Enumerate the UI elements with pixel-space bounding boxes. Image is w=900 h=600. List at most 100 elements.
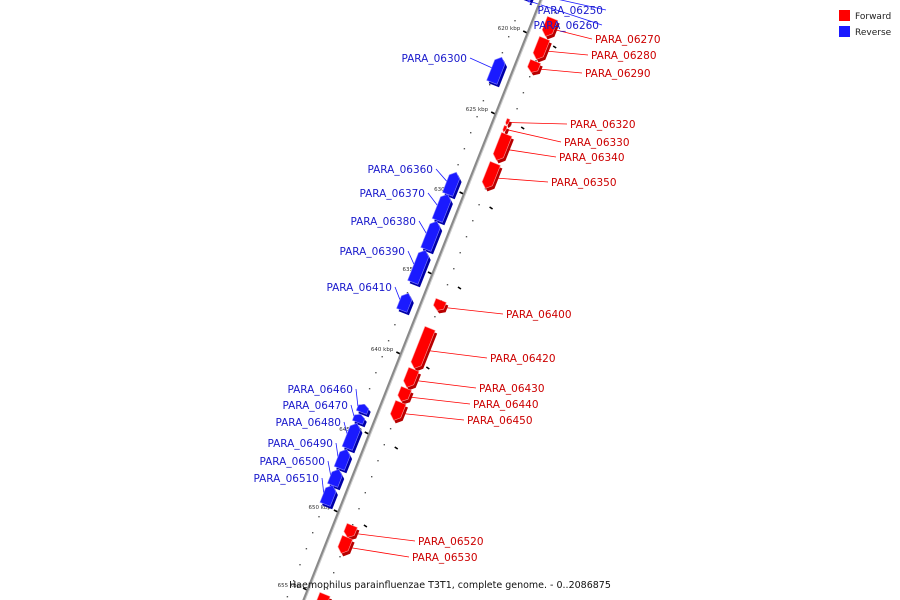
gene-label[interactable]: PARA_06480 — [275, 417, 341, 429]
leader-line — [444, 307, 504, 315]
leader-line — [418, 220, 427, 234]
gene-arrow-PARA_06280[interactable] — [532, 36, 551, 60]
gene-arrow-PARA_06340[interactable] — [492, 132, 513, 161]
legend-forward[interactable]: Forward — [839, 10, 891, 22]
gene-label[interactable]: PARA_06350 — [551, 177, 617, 189]
minor-tick — [520, 126, 525, 130]
gene-label[interactable]: PARA_06260 — [533, 20, 599, 32]
gene-label[interactable]: PARA_06450 — [467, 415, 533, 427]
gene-label[interactable]: PARA_06440 — [473, 399, 539, 411]
gene-arrow-PARA_06430[interactable] — [403, 367, 420, 388]
gene-arrow-PARA_06450[interactable] — [390, 400, 407, 421]
gene-label[interactable]: PARA_06530 — [412, 552, 478, 564]
scale-dot — [457, 164, 459, 166]
gene-label[interactable]: PARA_06390 — [339, 246, 405, 258]
gene-arrow-PARA_06320[interactable] — [505, 118, 511, 126]
gene-label[interactable]: PARA_06250 — [537, 5, 603, 17]
gene-arrow-PARA_06290[interactable] — [527, 59, 542, 73]
leader-line — [349, 547, 410, 558]
legend: Forward Reverse — [839, 10, 892, 38]
leader-line — [407, 250, 415, 265]
tick-mark — [333, 509, 339, 513]
scale-dot — [383, 444, 385, 446]
gene-label[interactable]: PARA_06420 — [490, 353, 556, 365]
scale-dot — [463, 148, 466, 150]
leader-line — [427, 192, 438, 206]
gene-label[interactable]: PARA_06510 — [253, 473, 319, 485]
gene-arrow-tail[interactable] — [315, 592, 331, 600]
genome-backbone — [302, 0, 543, 600]
leader-line — [335, 442, 339, 457]
gene-labels: PARA_06250 PARA_06260 PARA_06270 PARA_06280… — [253, 5, 660, 564]
leader-line — [350, 404, 355, 417]
tick-label: 620 kbp — [498, 26, 521, 32]
scale-dot — [482, 100, 485, 102]
leader-line — [469, 57, 492, 69]
leader-line — [505, 129, 562, 143]
leader-line — [427, 350, 488, 359]
gene-label[interactable]: PARA_06410 — [326, 282, 392, 294]
backbone-line — [302, 0, 543, 600]
leader-line — [321, 477, 325, 493]
gene-arrow-PARA_06390[interactable] — [407, 249, 430, 285]
scale-dot — [453, 268, 455, 270]
tick-mark — [364, 431, 370, 435]
gene-label[interactable]: PARA_06360 — [367, 164, 433, 176]
gene-arrow-PARA_06490[interactable] — [333, 448, 351, 471]
gene-label[interactable]: PARA_06400 — [506, 309, 572, 321]
gene-arrow-PARA_06470[interactable] — [352, 413, 366, 425]
gene-label[interactable]: PARA_06520 — [418, 536, 484, 548]
tick-label: 655 kbp — [278, 583, 301, 589]
scale-dot — [459, 252, 461, 254]
scale-dot — [516, 108, 518, 110]
gene-arrow-PARA_06380[interactable] — [420, 220, 441, 252]
gene-label[interactable]: PARA_06380 — [350, 216, 416, 228]
gene-arrow-PARA_06440[interactable] — [397, 386, 412, 402]
gene-arrow-PARA_06520[interactable] — [343, 523, 358, 538]
gene-label[interactable]: PARA_06320 — [570, 119, 636, 131]
gene-arrow-PARA_06530[interactable] — [337, 535, 353, 554]
minor-tick — [457, 286, 462, 290]
gene-label[interactable]: PARA_06270 — [595, 34, 661, 46]
gene-label[interactable]: PARA_06460 — [287, 384, 353, 396]
leader-line — [545, 50, 589, 56]
leader-line — [554, 29, 593, 40]
gene-arrow-PARA_06350[interactable] — [481, 161, 501, 189]
gene-arrow-PARA_06410[interactable] — [396, 292, 413, 313]
scale-dot — [394, 324, 396, 326]
gene-label[interactable]: PARA_06500 — [259, 456, 325, 468]
label-leaders — [321, 0, 607, 558]
legend-reverse-swatch — [839, 26, 850, 37]
tick-mark — [302, 587, 308, 591]
gene-arrow-PARA_06420[interactable] — [410, 326, 436, 369]
tick-mark — [395, 351, 401, 355]
gene-arrow-PARA_06480[interactable] — [341, 422, 361, 451]
tick-label: 650 kbp — [308, 505, 331, 511]
gene-features — [315, 0, 560, 600]
gene-label[interactable]: PARA_06430 — [479, 383, 545, 395]
leader-line — [354, 533, 416, 542]
gene-label[interactable]: PARA_06330 — [564, 137, 630, 149]
gene-arrow-PARA_06510[interactable] — [319, 484, 337, 507]
gene-arrow-PARA_06460[interactable] — [355, 403, 370, 415]
leader-line — [559, 0, 607, 11]
gene-arrow-PARA_06330[interactable] — [502, 125, 508, 133]
scale-dot — [489, 84, 491, 86]
gene-arrow-PARA_06300[interactable] — [486, 56, 506, 85]
gene-label[interactable]: PARA_06280 — [591, 50, 657, 62]
gene-arrow-PARA_06270[interactable] — [541, 16, 559, 37]
legend-reverse[interactable]: Reverse — [839, 26, 892, 38]
leader-line — [408, 396, 471, 405]
gene-arrow-PARA_06260[interactable] — [527, 0, 531, 3]
gene-label[interactable]: PARA_06470 — [282, 400, 348, 412]
gene-arrow-PARA_06400[interactable] — [433, 298, 447, 311]
gene-arrow-PARA_06370[interactable] — [431, 193, 452, 223]
gene-label[interactable]: PARA_06290 — [585, 68, 651, 80]
legend-forward-label: Forward — [855, 12, 891, 22]
gene-label[interactable]: PARA_06490 — [267, 438, 333, 450]
gene-label[interactable]: PARA_06370 — [359, 188, 425, 200]
gene-label[interactable]: PARA_06340 — [559, 152, 625, 164]
leader-line — [327, 460, 332, 476]
gene-label[interactable]: PARA_06300 — [401, 53, 467, 65]
leader-line — [508, 122, 568, 125]
